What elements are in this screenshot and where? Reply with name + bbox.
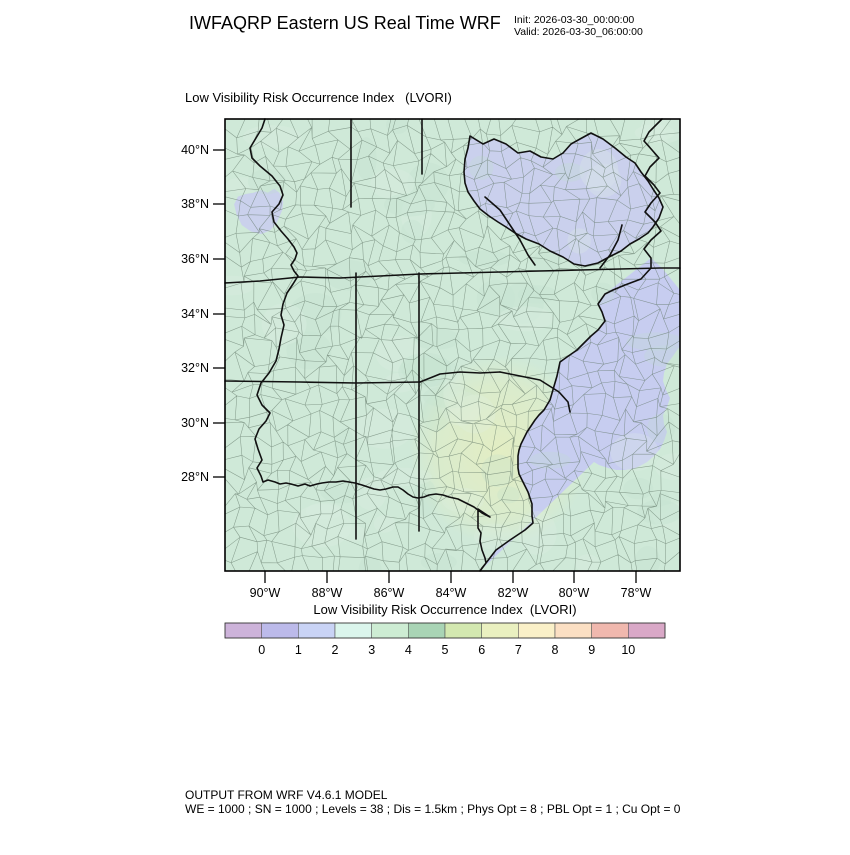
svg-text:84°W: 84°W — [436, 586, 467, 600]
svg-text:4: 4 — [405, 643, 412, 657]
svg-text:3: 3 — [368, 643, 375, 657]
svg-text:7: 7 — [515, 643, 522, 657]
svg-text:30°N: 30°N — [181, 416, 209, 430]
svg-text:9: 9 — [588, 643, 595, 657]
svg-text:28°N: 28°N — [181, 470, 209, 484]
svg-text:0: 0 — [258, 643, 265, 657]
svg-text:34°N: 34°N — [181, 307, 209, 321]
svg-text:6: 6 — [478, 643, 485, 657]
svg-text:80°W: 80°W — [559, 586, 590, 600]
svg-text:86°W: 86°W — [374, 586, 405, 600]
svg-text:78°W: 78°W — [621, 586, 652, 600]
svg-text:32°N: 32°N — [181, 361, 209, 375]
svg-text:5: 5 — [442, 643, 449, 657]
svg-text:10: 10 — [621, 643, 635, 657]
svg-text:40°N: 40°N — [181, 143, 209, 157]
svg-text:36°N: 36°N — [181, 252, 209, 266]
svg-text:38°N: 38°N — [181, 197, 209, 211]
svg-text:1: 1 — [295, 643, 302, 657]
svg-text:90°W: 90°W — [250, 586, 281, 600]
svg-text:Low Visibility Risk Occurrence: Low Visibility Risk Occurrence Index (LV… — [313, 602, 576, 617]
svg-text:88°W: 88°W — [312, 586, 343, 600]
svg-text:82°W: 82°W — [498, 586, 529, 600]
svg-text:8: 8 — [552, 643, 559, 657]
svg-text:2: 2 — [332, 643, 339, 657]
